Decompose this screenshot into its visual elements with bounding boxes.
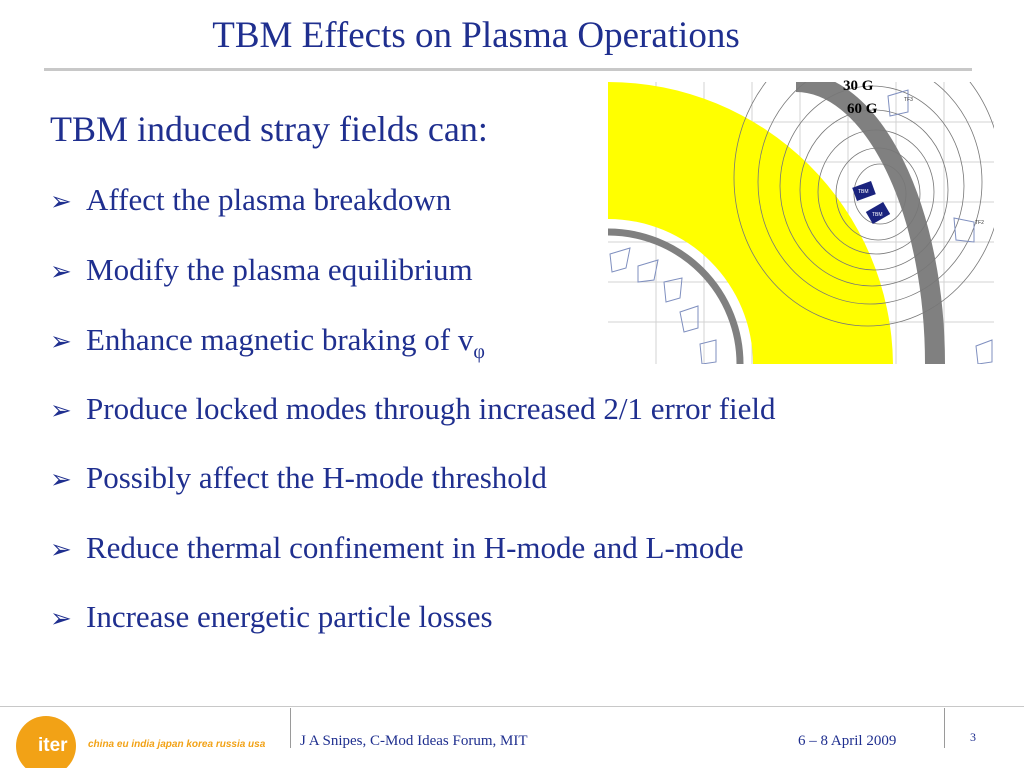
field-contour-plot: TBM TBM TF3 TF2: [608, 82, 994, 364]
bullet-text: Reduce thermal confinement in H-mode and…: [86, 530, 744, 565]
arrow-bullet-icon: ➢: [50, 604, 72, 634]
tf-coil-markers: [609, 89, 993, 364]
inner-vessel-wall: [608, 228, 744, 364]
logo-tagline: china eu india japan korea russia usa: [88, 739, 266, 750]
bullet-text: Possibly affect the H-mode threshold: [86, 460, 547, 495]
tbm-module-labels: TBM TBM: [858, 189, 883, 218]
field-contours: [733, 82, 994, 327]
page-number: 3: [970, 730, 976, 744]
bullet-item: ➢ Enhance magnetic braking of vφ: [50, 322, 485, 364]
iter-logo-icon: iter: [16, 716, 76, 773]
footer-separator: [290, 708, 291, 748]
outer-vessel-wall: [795, 82, 945, 364]
bullet-text: Increase energetic particle losses: [86, 599, 493, 634]
bullet-text: Produce locked modes through increased 2…: [86, 391, 776, 426]
title-divider: [44, 68, 972, 71]
tf-label: TF3: [904, 97, 913, 103]
footer-date: 6 – 8 April 2009: [798, 733, 897, 749]
bullet-item: ➢ Affect the plasma breakdown: [50, 182, 451, 218]
bullet-item: ➢ Reduce thermal confinement in H-mode an…: [50, 530, 744, 566]
contour-label-30g: 30 G: [843, 78, 874, 94]
footer-author-venue: J A Snipes, C-Mod Ideas Forum, MIT: [300, 733, 528, 749]
bullet-item: ➢ Increase energetic particle losses: [50, 599, 493, 635]
tf-labels: TF3 TF2: [904, 97, 984, 226]
slide-title: TBM Effects on Plasma Operations: [212, 15, 740, 56]
tbm-field-figure: TBM TBM TF3 TF2: [608, 82, 994, 364]
contour-label-60g: 60 G: [847, 101, 878, 117]
bullet-text: Modify the plasma equilibrium: [86, 252, 473, 287]
arrow-bullet-icon: ➢: [50, 257, 72, 287]
bullet-text: Enhance magnetic braking of v: [86, 322, 474, 357]
arrow-bullet-icon: ➢: [50, 535, 72, 565]
footer-separator: [944, 708, 945, 748]
footer-divider: [0, 706, 1024, 707]
tbm-label: TBM: [872, 212, 883, 218]
tf-label: TF2: [975, 220, 984, 226]
bullet-text: Affect the plasma breakdown: [86, 182, 452, 217]
intro-text: TBM induced stray fields can:: [50, 109, 488, 149]
bullet-item: ➢ Possibly affect the H-mode threshold: [50, 460, 547, 496]
tbm-modules: [852, 181, 891, 225]
bullet-item: ➢ Produce locked modes through increased …: [50, 391, 776, 427]
bullet-item: ➢ Modify the plasma equilibrium: [50, 252, 473, 288]
tbm-label: TBM: [858, 189, 869, 195]
iter-logo: iter: [0, 710, 300, 773]
plasma-region: [608, 82, 893, 364]
logo-wordmark: iter: [38, 735, 68, 756]
arrow-bullet-icon: ➢: [50, 327, 72, 357]
bullet-subscript: φ: [473, 341, 485, 363]
arrow-bullet-icon: ➢: [50, 465, 72, 495]
arrow-bullet-icon: ➢: [50, 396, 72, 426]
arrow-bullet-icon: ➢: [50, 187, 72, 217]
